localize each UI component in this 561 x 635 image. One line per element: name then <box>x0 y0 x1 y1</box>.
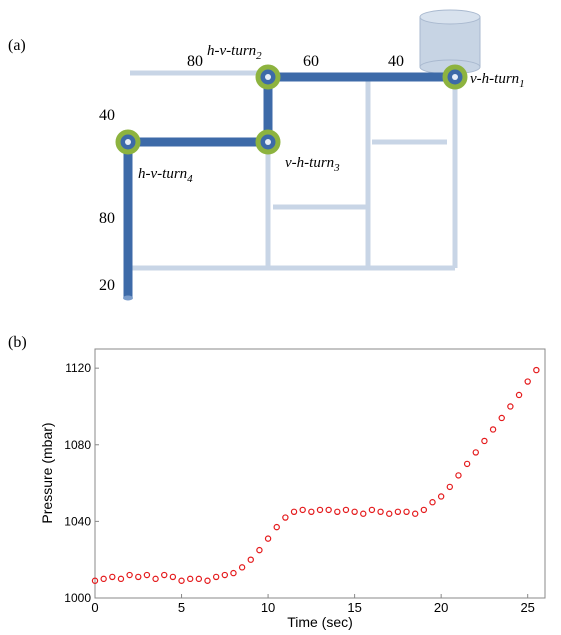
data-point <box>240 565 245 570</box>
tank <box>420 10 480 74</box>
y-tick-label: 1040 <box>64 514 91 528</box>
data-point <box>231 571 236 576</box>
data-point <box>248 557 253 562</box>
data-point <box>439 494 444 499</box>
turn-name: v-h-turn <box>470 71 519 87</box>
data-point <box>309 509 314 514</box>
data-point <box>378 509 383 514</box>
data-point <box>153 576 158 581</box>
data-point <box>335 509 340 514</box>
data-point <box>361 511 366 516</box>
data-point <box>283 515 288 520</box>
data-point <box>222 572 227 577</box>
data-point <box>317 507 322 512</box>
turn-index: 4 <box>187 173 193 185</box>
y-tick-label: 1000 <box>64 591 91 605</box>
pipe-end <box>123 296 133 301</box>
data-point <box>516 392 521 397</box>
data-point <box>352 509 357 514</box>
y-tick-label: 1080 <box>64 438 91 452</box>
turn-name: h-v-turn <box>138 166 187 182</box>
x-tick-label: 15 <box>347 600 361 615</box>
data-point <box>136 574 141 579</box>
data-point <box>101 576 106 581</box>
data-point <box>257 548 262 553</box>
data-point <box>162 572 167 577</box>
x-axis-label: Time (sec) <box>287 614 353 630</box>
data-point <box>118 576 123 581</box>
data-point <box>473 450 478 455</box>
length-label: 80 <box>99 210 115 227</box>
data-point <box>413 511 418 516</box>
data-point <box>387 511 392 516</box>
length-label: 80 <box>187 53 203 70</box>
data-point <box>265 536 270 541</box>
data-point <box>343 507 348 512</box>
data-point <box>369 507 374 512</box>
turn-name: v-h-turn <box>285 155 334 171</box>
data-point <box>291 509 296 514</box>
data-point <box>508 404 513 409</box>
turn-name: h-v-turn <box>207 43 256 59</box>
data-point <box>404 509 409 514</box>
y-axis-label: Pressure (mbar) <box>39 422 55 523</box>
data-point <box>534 367 539 372</box>
x-tick-label: 5 <box>178 600 185 615</box>
panel-label: (b) <box>8 334 27 351</box>
data-point <box>188 576 193 581</box>
data-point <box>421 507 426 512</box>
data-point <box>214 574 219 579</box>
x-tick-label: 20 <box>434 600 448 615</box>
data-point <box>179 578 184 583</box>
data-point <box>525 379 530 384</box>
data-point <box>110 574 115 579</box>
data-point <box>490 427 495 432</box>
data-point <box>326 507 331 512</box>
panel-label: (a) <box>8 37 26 54</box>
turn-label: h-v-turn4 <box>138 166 193 185</box>
length-label: 20 <box>99 277 115 294</box>
data-point <box>430 500 435 505</box>
data-point <box>127 572 132 577</box>
data-point <box>456 473 461 478</box>
pipe-diagram: (a) 80 60 40 40 80 20 v-h-turn1 h-v-turn… <box>8 10 525 301</box>
data-point <box>196 576 201 581</box>
y-tick-label: 1120 <box>65 361 91 375</box>
data-point <box>205 578 210 583</box>
length-label: 40 <box>99 107 115 124</box>
data-point <box>274 525 279 530</box>
active-pipe <box>128 77 455 298</box>
x-tick-label: 10 <box>261 600 275 615</box>
turn-label: v-h-turn1 <box>470 71 525 90</box>
data-point <box>499 415 504 420</box>
length-label: 60 <box>303 53 319 70</box>
data-point <box>300 507 305 512</box>
page: (a) 80 60 40 40 80 20 v-h-turn1 h-v-turn… <box>0 0 561 635</box>
data-point <box>170 574 175 579</box>
data-point <box>447 484 452 489</box>
plot-frame <box>95 349 545 598</box>
x-tick-label: 25 <box>520 600 534 615</box>
turn-label: h-v-turn2 <box>207 43 262 62</box>
data-point <box>395 509 400 514</box>
turn-index: 3 <box>333 162 340 174</box>
figure: (a) 80 60 40 40 80 20 v-h-turn1 h-v-turn… <box>0 0 561 635</box>
ring-holes <box>125 74 458 145</box>
turn-index: 2 <box>256 50 262 62</box>
turn-label: v-h-turn3 <box>285 155 340 174</box>
data-point <box>144 572 149 577</box>
data-point <box>465 461 470 466</box>
x-tick-label: 0 <box>91 600 98 615</box>
data-point <box>482 438 487 443</box>
length-label: 40 <box>388 53 404 70</box>
turn-index: 1 <box>519 78 525 90</box>
